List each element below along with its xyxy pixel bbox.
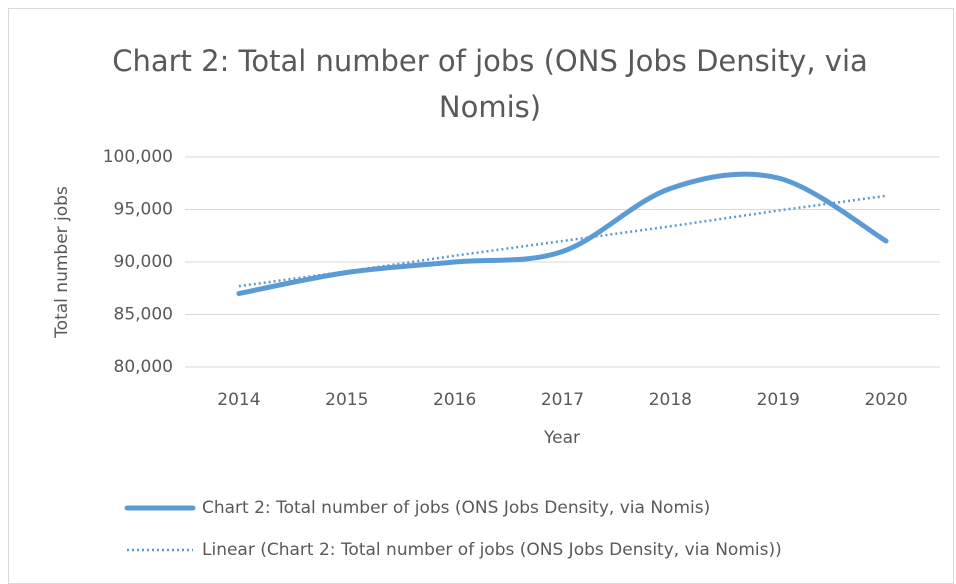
y-tick-label: 100,000 xyxy=(103,147,173,167)
x-tick-label: 2019 xyxy=(757,390,800,410)
legend-label: Linear (Chart 2: Total number of jobs (O… xyxy=(202,540,782,560)
x-tick-label: 2014 xyxy=(217,390,260,410)
x-tick-label: 2015 xyxy=(325,390,368,410)
y-tick-label: 85,000 xyxy=(114,305,173,325)
chart-title: Chart 2: Total number of jobs (ONS Jobs … xyxy=(112,44,868,124)
data-line xyxy=(236,171,889,296)
x-axis-label: Year xyxy=(543,428,580,448)
x-tick-label: 2018 xyxy=(649,390,692,410)
x-tick-label: 2016 xyxy=(433,390,476,410)
y-axis-label: Total number jobs xyxy=(52,186,72,339)
y-tick-label: 80,000 xyxy=(114,357,173,377)
trend-line xyxy=(238,194,887,288)
legend-label: Chart 2: Total number of jobs (ONS Jobs … xyxy=(202,498,710,518)
x-tick-label: 2017 xyxy=(541,390,584,410)
y-tick-label: 90,000 xyxy=(114,252,173,272)
y-tick-label: 95,000 xyxy=(114,200,173,220)
x-tick-label: 2020 xyxy=(864,390,907,410)
